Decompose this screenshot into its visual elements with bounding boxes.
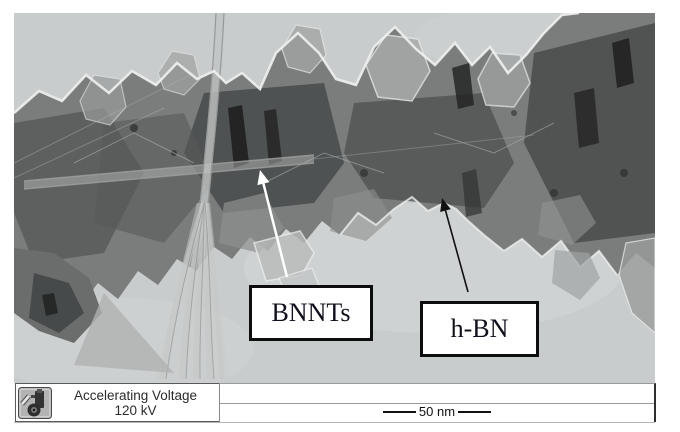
scale-bar-label: 50 nm xyxy=(418,404,456,419)
scale-panel-divider xyxy=(220,403,654,404)
micrograph-canvas xyxy=(14,13,655,383)
band-top-rim xyxy=(14,13,580,114)
lower-left-cluster xyxy=(14,248,174,373)
parameter-label: Accelerating Voltage xyxy=(73,387,198,403)
tem-micrograph xyxy=(14,13,655,383)
accelerating-voltage-panel: Accelerating Voltage 120 kV xyxy=(15,383,220,422)
status-bar: Accelerating Voltage 120 kV 50 nm xyxy=(14,383,656,423)
scale-bar-panel: 50 nm xyxy=(219,383,656,422)
scale-bar-right-segment xyxy=(458,410,492,413)
scale-bar-left-segment xyxy=(382,410,416,413)
horizontal-nanotube xyxy=(14,72,535,190)
accelerating-voltage-text: Accelerating Voltage 120 kV xyxy=(52,388,219,418)
particle-band xyxy=(14,13,655,311)
hbn-label-box: h-BN xyxy=(420,301,539,357)
hbn-label: h-BN xyxy=(450,314,509,343)
bnnts-label: BNNTs xyxy=(271,298,351,327)
scale-bar: 50 nm xyxy=(220,403,654,420)
camera-stage-icon xyxy=(18,386,52,419)
fiber-bundle xyxy=(154,13,229,381)
bnnts-label-box: BNNTs xyxy=(249,285,373,341)
parameter-value: 120 kV xyxy=(114,402,157,418)
